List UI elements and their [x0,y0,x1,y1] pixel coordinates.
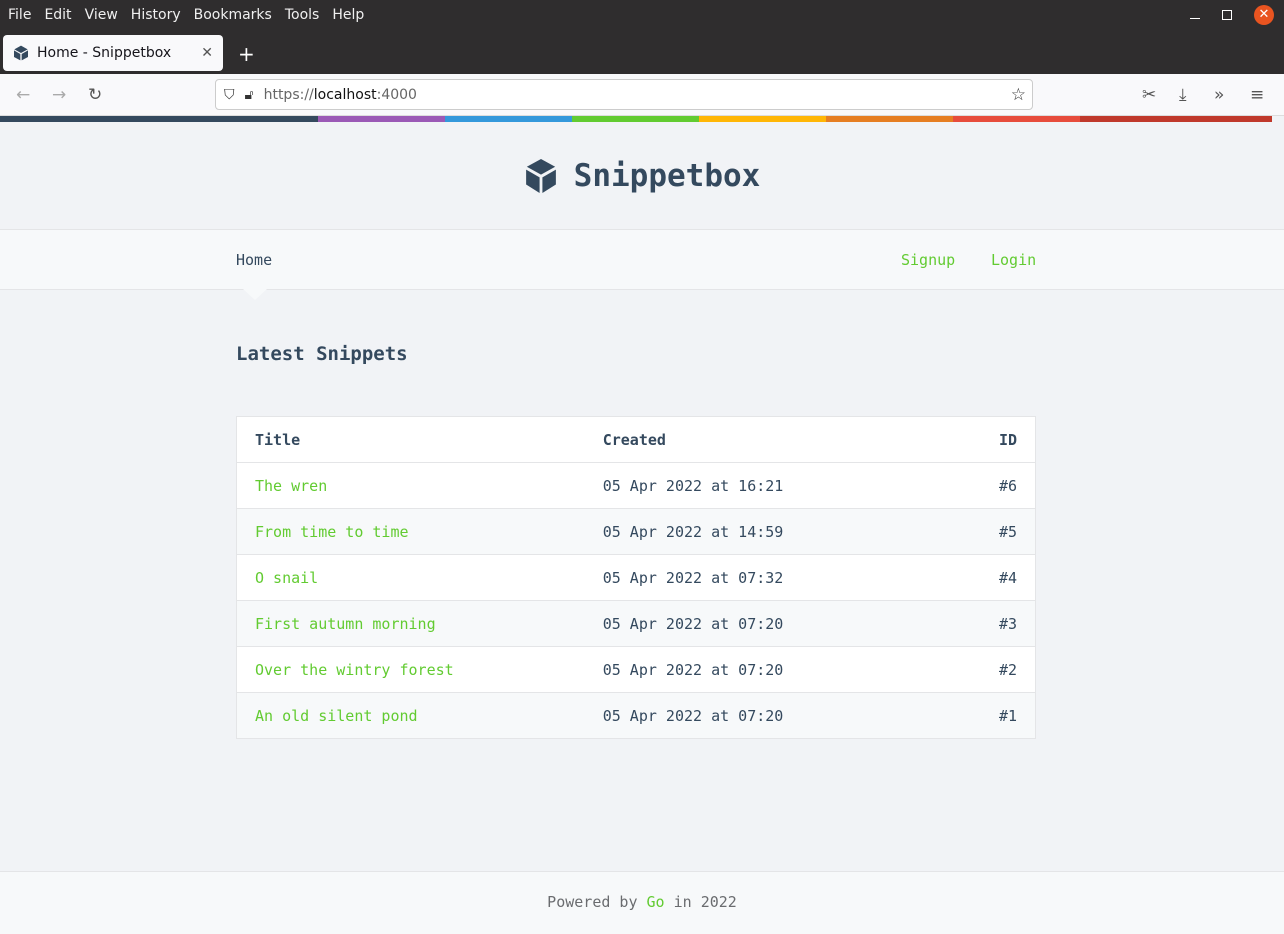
snippet-link[interactable]: Over the wintry forest [255,660,454,679]
table-row: First autumn morning 05 Apr 2022 at 07:20… [236,600,1036,647]
snippet-created: 05 Apr 2022 at 07:20 [584,692,955,739]
menu-history[interactable]: History [130,7,181,23]
snippet-created: 05 Apr 2022 at 07:20 [584,600,955,647]
snippet-link[interactable]: From time to time [255,522,409,541]
site-header: Snippetbox [0,122,1284,230]
url-bar[interactable]: ⛉ 🔓︎ https://localhost:4000 ☆ [215,79,1033,110]
col-title: Title [255,430,301,449]
nav-toolbar: ← → ↻ ⛉ 🔓︎ https://localhost:4000 ☆ ✂ ⤓ … [0,74,1284,116]
menu-edit[interactable]: Edit [44,7,72,23]
footer-suffix: in 2022 [673,893,737,911]
cube-logo-icon [525,158,556,193]
reload-icon[interactable]: ↻ [88,85,103,105]
tab-home[interactable]: Home - Snippetbox ✕ [3,35,223,71]
browser-chrome: File Edit View History Bookmarks Tools H… [0,0,1284,74]
table-row: The wren 05 Apr 2022 at 16:21 #6 [236,462,1036,509]
menu-bookmarks[interactable]: Bookmarks [193,7,272,23]
site-nav: Home Signup Login [0,230,1284,300]
url-scheme: https:// [263,86,314,103]
table-row: O snail 05 Apr 2022 at 07:32 #4 [236,554,1036,601]
menu-help[interactable]: Help [332,7,365,23]
download-icon[interactable]: ⤓ [1179,85,1187,105]
overflow-icon[interactable]: » [1214,85,1225,105]
back-icon[interactable]: ← [16,85,31,105]
nav-home[interactable]: Home [236,251,273,269]
cube-icon [14,45,28,61]
snippet-id: #6 [954,462,1036,509]
table-row: An old silent pond 05 Apr 2022 at 07:20 #1 [236,692,1036,739]
site-title[interactable]: Snippetbox [573,157,761,194]
snippet-id: #2 [954,646,1036,693]
snippet-title-cell: O snail [236,554,585,601]
col-id: ID [998,430,1017,449]
snippet-title-cell: First autumn morning [236,600,585,647]
tab-title: Home - Snippetbox [37,45,172,61]
site-footer: Powered by Go in 2022 [0,871,1284,934]
snippet-created: 05 Apr 2022 at 07:32 [584,554,955,601]
snippet-id: #1 [954,692,1036,739]
snippet-title-cell: An old silent pond [236,692,585,739]
snippet-link[interactable]: O snail [255,568,319,587]
bookmark-star-icon[interactable]: ☆ [1010,84,1026,105]
menu-view[interactable]: View [84,7,118,23]
snippet-created: 05 Apr 2022 at 07:20 [584,646,955,693]
menu-file[interactable]: File [8,7,32,23]
table-row: From time to time 05 Apr 2022 at 14:59 #5 [236,508,1036,555]
close-window-button[interactable]: ✕ [1254,5,1274,25]
snippet-created: 05 Apr 2022 at 14:59 [584,508,955,555]
menu-bar: File Edit View History Bookmarks Tools H… [0,0,1284,30]
url-port: :4000 [376,86,417,103]
shield-icon[interactable]: ⛉ [224,86,235,103]
table-row: Over the wintry forest 05 Apr 2022 at 07:… [236,646,1036,693]
forward-icon[interactable]: → [52,85,67,105]
close-tab-icon[interactable]: ✕ [201,45,213,61]
screenshot-icon[interactable]: ✂ [1142,85,1157,105]
col-created: Created [602,430,666,449]
minimize-button[interactable] [1190,17,1200,19]
footer-prefix: Powered by [547,893,638,911]
snippet-title-cell: From time to time [236,508,585,555]
snippet-id: #5 [954,508,1036,555]
menu-tools[interactable]: Tools [284,7,320,23]
snippet-link[interactable]: The wren [255,476,328,495]
nav-signup[interactable]: Signup [901,251,956,269]
hamburger-menu-icon[interactable]: ≡ [1250,85,1265,105]
snippet-title-cell: Over the wintry forest [236,646,585,693]
snippet-title-cell: The wren [236,462,585,509]
lock-warning-icon[interactable]: 🔓︎ [244,86,254,103]
snippet-link[interactable]: An old silent pond [255,706,418,725]
url-host: localhost [313,86,377,103]
snippet-created: 05 Apr 2022 at 16:21 [584,462,955,509]
snippets-table: Title Created ID The wren 05 Apr 2022 at … [236,416,1036,739]
snippet-id: #4 [954,554,1036,601]
maximize-button[interactable] [1222,10,1232,20]
nav-login[interactable]: Login [991,251,1037,269]
page-heading: Latest Snippets [236,343,408,365]
snippet-id: #3 [954,600,1036,647]
snippet-link[interactable]: First autumn morning [255,614,436,633]
color-bar [0,116,1284,122]
footer-go-link[interactable]: Go [646,893,665,911]
new-tab-button[interactable]: + [238,42,255,66]
active-indicator [243,289,267,300]
